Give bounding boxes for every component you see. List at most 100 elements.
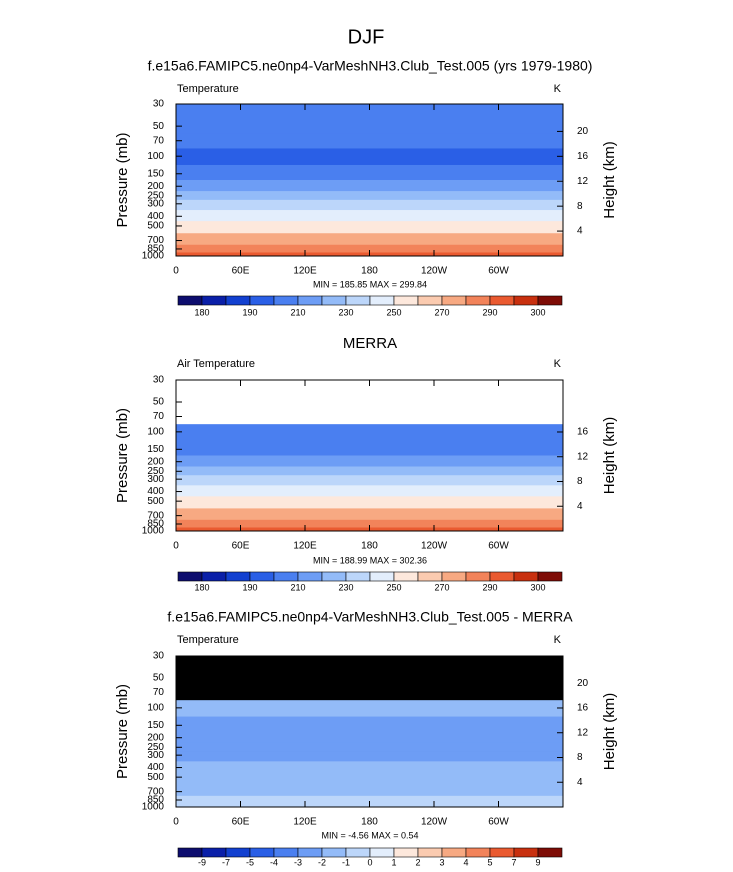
colorbar-box	[201, 847, 227, 858]
x-tick-label: 120E	[293, 266, 317, 277]
contour-band	[176, 164, 563, 181]
contour-band	[176, 761, 563, 773]
y-tick-label: 400	[147, 486, 164, 497]
x-tick-label: 180	[361, 541, 378, 552]
contour-band	[176, 244, 563, 253]
panel-title: MERRA	[343, 335, 397, 352]
colorbar-label: 270	[434, 307, 449, 317]
x-tick-label: 60W	[488, 817, 509, 828]
x-tick-label: 60E	[232, 266, 250, 277]
y-tick-label: 1000	[142, 526, 165, 537]
colorbar-box	[537, 847, 563, 858]
colorbar-label: 300	[530, 307, 545, 317]
y-tick-label: 150	[147, 444, 164, 455]
left-label: Temperature	[177, 634, 239, 646]
stats: MIN = 188.99 MAX = 302.36	[313, 555, 427, 565]
colorbar-label: 1	[391, 857, 396, 867]
contour-band	[176, 742, 563, 752]
colorbar-box	[345, 295, 371, 306]
y2-tick-label: 8	[577, 476, 583, 487]
colorbar-label: 250	[386, 307, 401, 317]
colorbar-box	[537, 295, 563, 306]
y2-axis-label: Height (km)	[601, 693, 618, 771]
colorbar-box	[513, 847, 539, 858]
contour-band	[176, 716, 563, 732]
x-tick-label: 120W	[421, 266, 448, 277]
y-tick-label: 70	[153, 135, 165, 146]
colorbar-box	[369, 571, 395, 582]
y-tick-label: 400	[147, 762, 164, 773]
panel-title: f.e15a6.FAMIPC5.ne0np4-VarMeshNH3.Club_T…	[167, 609, 573, 625]
contour-band	[176, 148, 563, 166]
colorbar-label: -4	[270, 857, 278, 867]
y2-tick-label: 4	[577, 777, 583, 788]
x-tick-label: 0	[173, 817, 179, 828]
x-tick-label: 120E	[293, 541, 317, 552]
colorbar-box	[369, 295, 395, 306]
colorbar-box	[393, 571, 419, 582]
colorbar-label: 290	[482, 307, 497, 317]
y2-tick-label: 12	[577, 176, 589, 187]
colorbar-box	[345, 847, 371, 858]
colorbar-box	[465, 295, 491, 306]
colorbar-box	[465, 847, 491, 858]
colorbar-label: -1	[342, 857, 350, 867]
y-tick-label: 700	[147, 235, 164, 246]
contour-band	[176, 466, 563, 476]
y-tick-label: 1000	[142, 251, 165, 262]
y-tick-label: 850	[147, 519, 164, 530]
y-tick-label: 50	[153, 121, 165, 132]
colorbar-box	[393, 847, 419, 858]
right-label: K	[554, 358, 562, 370]
colorbar-box	[345, 571, 371, 582]
colorbar-box	[393, 295, 419, 306]
contour-band	[176, 424, 563, 442]
y-tick-label: 200	[147, 456, 164, 467]
y-tick-label: 200	[147, 181, 164, 192]
contour-band	[176, 191, 563, 201]
contour-band	[176, 731, 563, 743]
stats: MIN = 185.85 MAX = 299.84	[313, 279, 427, 289]
colorbar-label: 250	[386, 582, 401, 592]
y-tick-label: 250	[147, 466, 164, 477]
contour-band	[176, 508, 563, 521]
y-tick-label: 250	[147, 191, 164, 202]
colorbar-box	[297, 847, 323, 858]
y2-axis-label: Height (km)	[601, 141, 618, 219]
y-tick-label: 50	[153, 673, 165, 684]
contour-band	[176, 519, 563, 529]
y-tick-label: 50	[153, 397, 165, 408]
colorbar-box	[273, 295, 299, 306]
colorbar-box	[321, 295, 347, 306]
colorbar-box	[489, 847, 515, 858]
y-tick-label: 850	[147, 244, 164, 255]
y-tick-label: 100	[147, 426, 164, 437]
contour-band	[176, 496, 563, 509]
colorbar-label: -9	[198, 857, 206, 867]
colorbar-box	[249, 571, 275, 582]
colorbar-box	[417, 571, 443, 582]
y2-tick-label: 4	[577, 501, 583, 512]
contour-band	[176, 180, 563, 192]
contour-band	[176, 485, 563, 497]
colorbar-box	[369, 847, 395, 858]
x-tick-label: 0	[173, 541, 179, 552]
left-label: Air Temperature	[177, 358, 255, 370]
y2-tick-label: 8	[577, 752, 583, 763]
colorbar-label: 230	[338, 307, 353, 317]
colorbar-box	[177, 295, 203, 306]
y-tick-label: 500	[147, 221, 164, 232]
y2-tick-label: 16	[577, 703, 589, 714]
colorbar-box	[489, 571, 515, 582]
y-tick-label: 500	[147, 772, 164, 783]
colorbar-label: 5	[487, 857, 492, 867]
x-tick-label: 120E	[293, 817, 317, 828]
colorbar-box	[321, 571, 347, 582]
y-tick-label: 100	[147, 151, 164, 162]
y-tick-label: 400	[147, 211, 164, 222]
contour-band	[176, 199, 563, 211]
colorbar-label: 180	[194, 582, 209, 592]
colorbar-box	[441, 571, 467, 582]
y-tick-label: 30	[153, 651, 165, 662]
